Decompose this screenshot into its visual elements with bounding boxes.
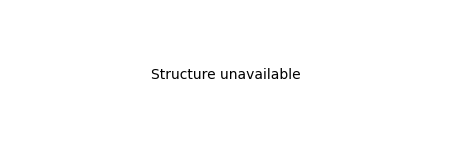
Text: Structure unavailable: Structure unavailable (151, 68, 300, 82)
